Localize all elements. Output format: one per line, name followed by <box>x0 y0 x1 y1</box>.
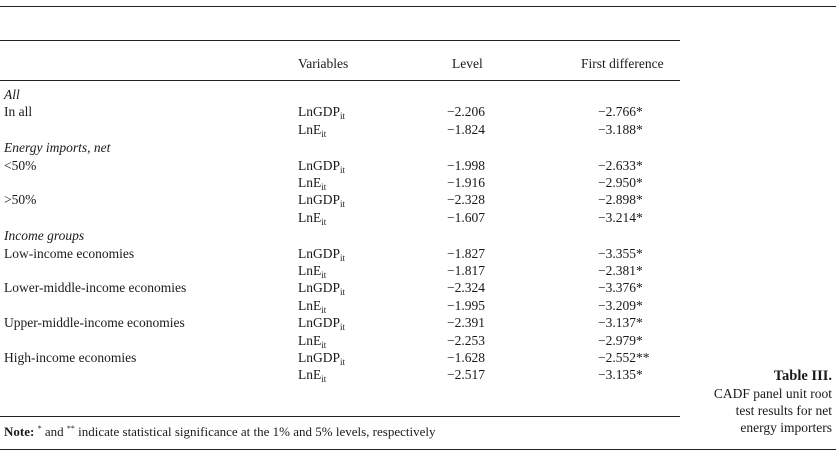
variable-cell: LnEit <box>298 121 327 139</box>
note-mark-1: * <box>37 424 42 433</box>
note-text-1: and <box>41 424 67 439</box>
header-level: Level <box>452 56 483 71</box>
section-title: Energy imports, net <box>4 140 111 156</box>
variable-subscript: it <box>321 128 327 139</box>
table-top-rule <box>0 40 680 41</box>
variable-cell: LnEit <box>298 297 327 315</box>
level-cell: −2.328 <box>447 192 485 208</box>
variable-name: LnE <box>298 209 322 225</box>
group-label: Low-income economies <box>4 245 135 261</box>
header-first-difference: First difference <box>581 56 664 71</box>
note-text-2: indicate statistical significance at the… <box>74 424 436 439</box>
variable-name: LnGDP <box>298 104 341 120</box>
variable-name: LnGDP <box>298 157 341 173</box>
table-note: Note: * and ** indicate statistical sign… <box>4 424 435 440</box>
first-difference-cell: −3.135* <box>598 367 643 383</box>
variable-name: LnE <box>298 332 322 348</box>
variable-name: LnE <box>298 367 322 383</box>
variable-name: LnE <box>298 175 322 190</box>
level-cell: −2.253 <box>447 332 485 348</box>
level-cell: −1.817 <box>447 263 485 278</box>
variable-name: LnGDP <box>298 350 341 365</box>
caption-line: energy importers <box>740 420 832 435</box>
variable-cell: LnEit <box>298 263 327 280</box>
caption-title: Table III. <box>773 368 832 384</box>
variable-cell: LnGDPit <box>298 315 346 333</box>
variable-name: LnE <box>298 297 322 313</box>
group-label: High-income economies <box>4 350 137 365</box>
variable-subscript: it <box>340 199 346 210</box>
level-cell: −2.206 <box>447 104 485 120</box>
variable-subscript: it <box>340 357 346 367</box>
level-cell: −1.607 <box>447 209 485 225</box>
variable-name: LnGDP <box>298 245 341 261</box>
first-difference-cell: −2.381* <box>598 263 643 278</box>
group-label: Lower-middle-income economies <box>4 280 187 296</box>
group-label: >50% <box>4 192 37 208</box>
first-difference-cell: −3.214* <box>598 209 643 225</box>
first-difference-cell: −3.209* <box>598 297 643 313</box>
variable-name: LnE <box>298 263 322 278</box>
variable-subscript: it <box>321 374 327 385</box>
variable-subscript: it <box>321 182 327 192</box>
first-difference-cell: −3.355* <box>598 245 643 261</box>
variable-cell: LnEit <box>298 332 327 350</box>
group-label: In all <box>4 104 33 120</box>
variable-subscript: it <box>340 111 346 122</box>
variable-cell: LnGDPit <box>298 245 346 263</box>
level-cell: −1.824 <box>447 121 485 137</box>
first-difference-cell: −2.950* <box>598 175 643 190</box>
variable-subscript: it <box>340 252 346 263</box>
variable-cell: LnGDPit <box>298 104 346 122</box>
table-caption: Table III. CADF panel unit root test res… <box>714 368 832 436</box>
first-difference-cell: −3.188* <box>598 121 643 137</box>
level-cell: −1.916 <box>447 175 485 190</box>
variable-name: LnGDP <box>298 280 341 296</box>
variable-subscript: it <box>340 164 346 175</box>
level-cell: −2.391 <box>447 315 485 331</box>
variable-subscript: it <box>321 339 327 350</box>
group-label: Upper-middle-income economies <box>4 315 185 331</box>
level-cell: −1.998 <box>447 157 485 173</box>
variable-cell: LnGDPit <box>298 192 346 210</box>
level-cell: −2.324 <box>447 280 485 296</box>
variable-subscript: it <box>321 216 327 227</box>
first-difference-cell: −3.376* <box>598 280 643 296</box>
caption-line: test results for net <box>735 403 832 418</box>
variable-subscript: it <box>340 322 346 333</box>
note-mark-2: ** <box>66 424 75 433</box>
bottom-page-rule <box>0 449 836 450</box>
note-label: Note: <box>4 424 35 439</box>
group-label: <50% <box>4 157 37 173</box>
first-difference-cell: −2.766* <box>598 104 643 120</box>
variable-name: LnE <box>298 121 322 137</box>
level-cell: −2.517 <box>447 367 485 383</box>
first-difference-cell: −2.979* <box>598 332 643 348</box>
variable-name: LnGDP <box>298 315 341 331</box>
header-rule <box>0 80 680 81</box>
level-cell: −1.827 <box>447 245 485 261</box>
variable-subscript: it <box>321 304 327 315</box>
section-title: All <box>4 87 20 102</box>
variable-cell: LnEit <box>298 209 327 227</box>
variable-cell: LnEit <box>298 367 327 385</box>
first-difference-cell: −2.898* <box>598 192 643 208</box>
variable-subscript: it <box>340 287 346 298</box>
variable-cell: LnGDPit <box>298 157 346 175</box>
caption-line: CADF panel unit root <box>713 386 832 401</box>
variable-cell: LnEit <box>298 175 327 192</box>
header-variables: Variables <box>298 56 349 71</box>
first-difference-cell: −2.633* <box>598 157 643 173</box>
table-bottom-rule <box>0 416 680 417</box>
variable-cell: LnGDPit <box>298 280 346 298</box>
variable-name: LnGDP <box>298 192 341 208</box>
section-title: Income groups <box>4 228 85 244</box>
first-difference-cell: −2.552** <box>598 350 650 365</box>
first-difference-cell: −3.137* <box>598 315 643 331</box>
variable-subscript: it <box>321 270 327 280</box>
variable-cell: LnGDPit <box>298 350 346 367</box>
level-cell: −1.628 <box>447 350 485 365</box>
level-cell: −1.995 <box>447 297 485 313</box>
top-page-rule <box>0 6 836 7</box>
